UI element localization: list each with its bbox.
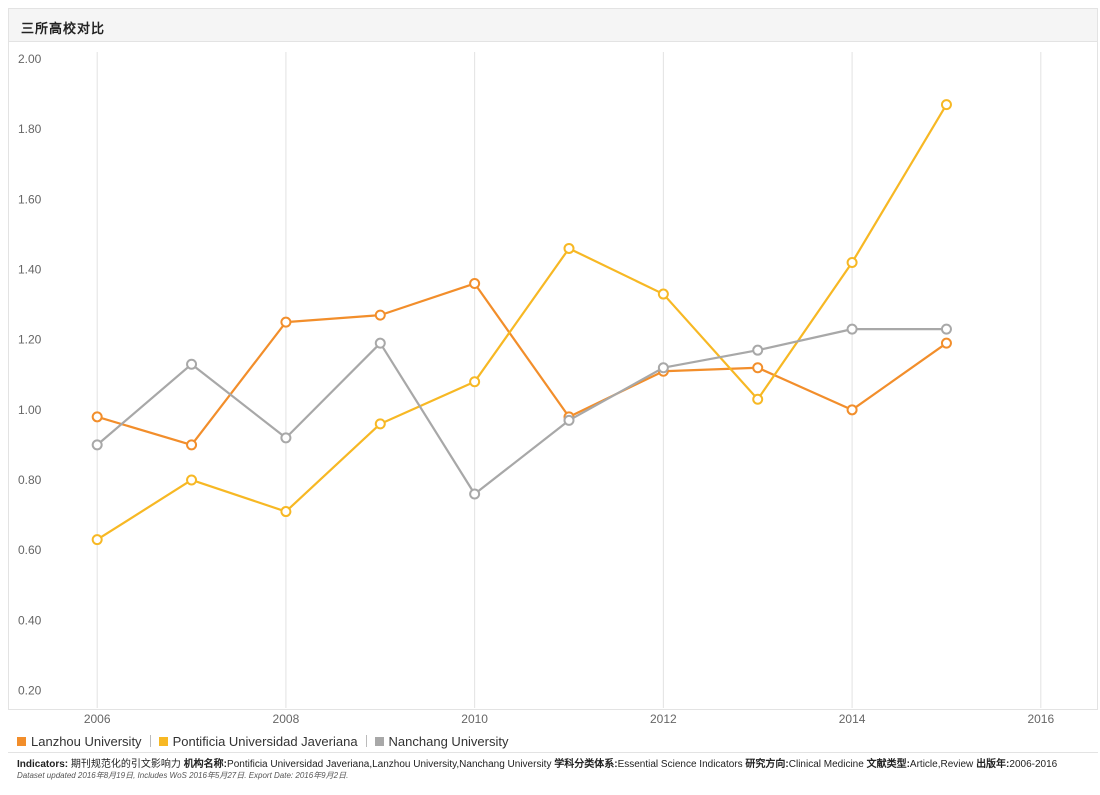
data-point-nanchang-university (657, 362, 669, 374)
data-point-nanchang-university (846, 323, 858, 335)
data-point-lanzhou-university (846, 404, 858, 416)
y-tick-label: 0.60 (18, 543, 42, 557)
y-tick-label: 0.40 (18, 613, 42, 627)
data-point-pontificia-universidad-javeriana (469, 376, 481, 388)
data-point-pontificia-universidad-javeriana (186, 474, 198, 486)
field-text: Clinical Medicine (788, 759, 867, 770)
legend-swatch (17, 736, 26, 746)
data-point-lanzhou-university (752, 362, 764, 374)
chart-frame (8, 42, 1098, 710)
data-point-pontificia-universidad-javeriana (752, 393, 764, 405)
data-point-lanzhou-university (280, 316, 292, 328)
data-point-nanchang-university (563, 414, 575, 426)
data-point-pontificia-universidad-javeriana (846, 256, 858, 268)
series-line-nanchang-university (96, 328, 947, 496)
field-label: 研究方向: (745, 759, 789, 770)
y-tick-label: 1.00 (18, 403, 42, 417)
data-point-nanchang-university (91, 439, 103, 451)
chart-title: 三所高校对比 (21, 22, 106, 37)
indicators-label: Indicators: (17, 759, 69, 770)
institution-label: 机构名称: (183, 759, 228, 770)
data-point-nanchang-university (752, 344, 764, 356)
year-text: 2006-2016 (1009, 759, 1058, 770)
y-tick-label: 1.40 (18, 262, 42, 276)
dataset-note: Dataset updated 2016年8月19日, Includes WoS… (17, 771, 349, 780)
x-tick-label: 2016 (1027, 712, 1054, 726)
legend-item[interactable]: Pontificia Universidad Javeriana (158, 733, 358, 749)
doctype-text: Article,Review (909, 759, 977, 770)
data-point-lanzhou-university (940, 337, 952, 349)
data-point-lanzhou-university (91, 411, 103, 423)
legend-item[interactable]: Nanchang University (374, 733, 509, 749)
chart-title-bar: 三所高校对比 (8, 8, 1098, 42)
chart-legend: Lanzhou University Pontificia Universidad… (17, 732, 517, 750)
x-tick-label: 2012 (650, 712, 677, 726)
institution-text: Pontificia Universidad Javeriana,Lanzhou… (227, 759, 555, 770)
y-tick-label: 1.60 (18, 192, 42, 206)
series-line-pontificia-universidad-javeriana (96, 104, 948, 541)
legend-label: Pontificia Universidad Javeriana (172, 733, 358, 749)
y-tick-label: 2.00 (18, 52, 42, 66)
year-label: 出版年: (976, 759, 1010, 770)
schema-label: 学科分类体系: (554, 759, 618, 770)
data-point-pontificia-universidad-javeriana (374, 418, 386, 430)
data-point-pontificia-universidad-javeriana (280, 506, 292, 518)
data-point-nanchang-university (280, 432, 292, 444)
x-tick-label: 2008 (273, 712, 300, 726)
doctype-label: 文献类型: (866, 759, 910, 770)
legend-swatch (158, 736, 168, 746)
legend-label: Lanzhou University (31, 733, 142, 749)
data-point-pontificia-universidad-javeriana (940, 99, 952, 111)
legend-item[interactable]: Lanzhou University (17, 734, 142, 749)
y-tick-label: 1.80 (18, 122, 42, 136)
schema-text: Essential Science Indicators (617, 759, 746, 770)
legend-swatch (374, 736, 384, 746)
series-line-lanzhou-university (96, 282, 948, 446)
y-tick-label: 0.80 (18, 473, 42, 487)
footer-indicators: Indicators: 期刊规范化的引文影响力 机构名称:Pontificia … (17, 759, 1090, 770)
legend-label: Nanchang University (388, 733, 509, 749)
data-point-lanzhou-university (469, 278, 481, 290)
y-tick-label: 1.20 (18, 333, 42, 347)
data-point-nanchang-university (186, 358, 198, 370)
x-tick-label: 2006 (84, 712, 111, 726)
data-point-pontificia-universidad-javeriana (657, 288, 669, 300)
data-point-lanzhou-university (374, 309, 386, 321)
data-point-nanchang-university (940, 323, 952, 335)
legend-separator (365, 735, 367, 747)
data-point-pontificia-universidad-javeriana (91, 534, 103, 546)
data-point-pontificia-universidad-javeriana (563, 242, 575, 254)
data-point-lanzhou-university (186, 439, 198, 451)
legend-separator (149, 735, 151, 747)
x-tick-label: 2010 (461, 712, 488, 726)
y-tick-label: 0.20 (18, 683, 42, 697)
chart-footer: Indicators: 期刊规范化的引文影响力 机构名称:Pontificia … (8, 752, 1098, 792)
data-point-nanchang-university (469, 488, 481, 500)
indicators-text: 期刊规范化的引文影响力 (68, 759, 184, 770)
x-tick-label: 2014 (839, 712, 866, 726)
line-chart: 2006 2008 2010 2012 2014 2016 0.20 0.40 0.60 0.80… (18, 52, 1054, 726)
data-point-nanchang-university (374, 337, 386, 349)
